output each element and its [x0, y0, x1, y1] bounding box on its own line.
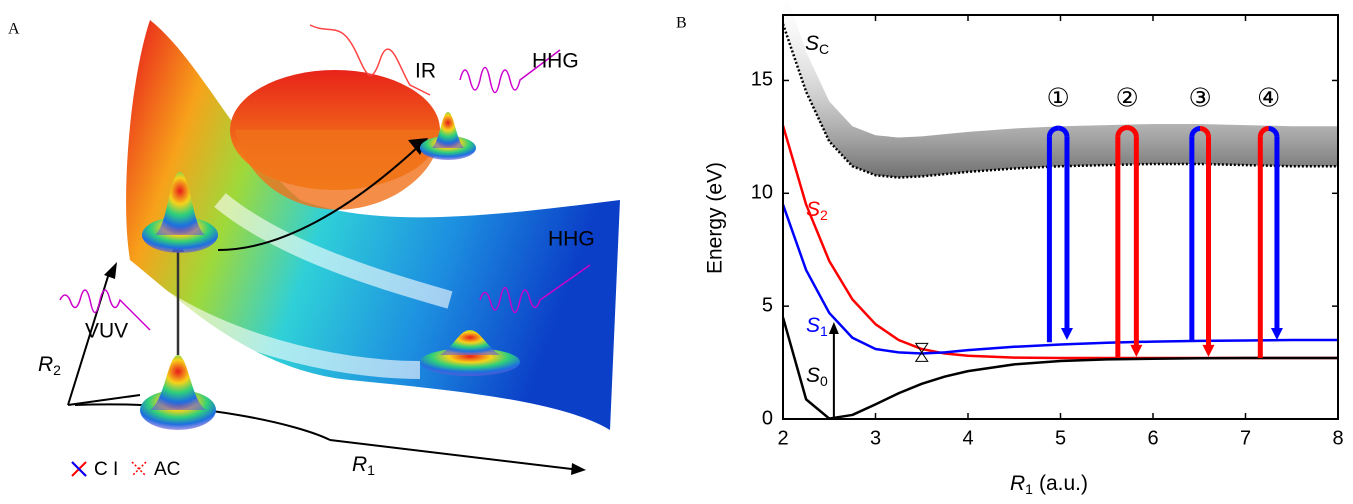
series-sub: 1: [820, 323, 828, 339]
bowl-side: [235, 130, 440, 210]
series-sub: 0: [820, 373, 828, 389]
legend-text: AC: [154, 459, 180, 480]
axes: [74, 403, 331, 441]
x-axis-label: R1 (a.u.): [1010, 472, 1088, 497]
label: R: [352, 453, 367, 476]
x-tick-label: 3: [870, 427, 881, 449]
series-name: S: [806, 314, 820, 337]
arrowhead: [1060, 328, 1073, 341]
panel-label: A: [8, 21, 20, 38]
transition-label: ②: [1115, 84, 1138, 114]
wavepacket: [150, 355, 206, 410]
transition-top: [1057, 125, 1070, 138]
transition-label: ④: [1257, 84, 1280, 114]
arrowhead: [571, 463, 586, 475]
label: (a.u.): [1039, 472, 1088, 495]
label: R: [38, 353, 53, 376]
series-label: S2: [806, 198, 828, 223]
label: 1: [1025, 481, 1033, 497]
y-tick-label: 10: [751, 182, 773, 204]
series-sub: 2: [820, 207, 828, 223]
transition-top: [1046, 125, 1059, 138]
label: HHG: [532, 50, 579, 73]
label: 1: [367, 462, 375, 478]
transition-label: ①: [1047, 84, 1070, 114]
series-line: [781, 204, 1338, 355]
ir-pulse: [309, 24, 431, 96]
series-label: S1: [806, 314, 828, 339]
illustration: [59, 20, 620, 477]
arrowhead: [1202, 344, 1215, 357]
hhg-pulse: [479, 264, 591, 314]
series-name: S: [806, 198, 820, 221]
arrowhead: [104, 262, 117, 279]
label: HHG: [548, 228, 595, 251]
x-tick-label: 8: [1332, 427, 1343, 449]
series-name: S: [805, 32, 819, 55]
wavepacket: [440, 330, 500, 355]
continuum-band: [783, 0, 1338, 178]
y-tick-label: 0: [762, 407, 773, 429]
transition-label: ③: [1189, 84, 1212, 114]
wavepacket: [432, 112, 464, 148]
flow-arrow: [214, 193, 453, 309]
y-tick-label: 5: [762, 294, 773, 316]
legend-text: C I: [94, 459, 118, 480]
series-label: SC: [805, 32, 829, 57]
transition-top: [1126, 125, 1139, 138]
x-tick-label: 7: [1240, 427, 1251, 449]
transition-top: [1257, 126, 1269, 138]
surface: [126, 20, 620, 430]
wavepacket: [155, 172, 205, 235]
series-name: S: [806, 364, 820, 387]
arrowhead: [1270, 328, 1283, 341]
series-line: [781, 317, 1338, 420]
transition-top: [1115, 125, 1128, 138]
path-arrow: [217, 144, 421, 251]
panel-label: B: [676, 15, 687, 32]
crossing-mark: [914, 342, 929, 362]
y-axis-label: Energy (eV): [704, 162, 727, 274]
vuv-pulse: [59, 289, 151, 331]
hhg-pulse: [459, 49, 561, 94]
arrowhead: [828, 321, 839, 334]
label: IR: [415, 60, 436, 83]
y-tick-label: 15: [751, 69, 773, 91]
arrowhead: [408, 138, 428, 155]
label: 2: [53, 362, 61, 378]
label: VUV: [85, 320, 128, 343]
label: R: [1010, 472, 1025, 495]
ci-icon: [71, 461, 87, 477]
x-tick-label: 2: [777, 427, 788, 449]
ac-icon: [131, 461, 147, 477]
arrowhead: [1130, 344, 1143, 357]
transition-top: [1189, 126, 1201, 138]
plot-frame: [782, 14, 1339, 420]
axis-label: R1: [352, 453, 375, 478]
series-sub: C: [819, 41, 829, 57]
series-label: S0: [806, 364, 828, 389]
series-line: [781, 23, 1338, 179]
transition-top: [1199, 126, 1211, 138]
x-tick-label: 6: [1147, 427, 1158, 449]
axis-label: R2: [38, 353, 61, 378]
x-tick-label: 4: [962, 427, 973, 449]
x-tick-label: 5: [1055, 427, 1066, 449]
transition-top: [1268, 126, 1280, 138]
